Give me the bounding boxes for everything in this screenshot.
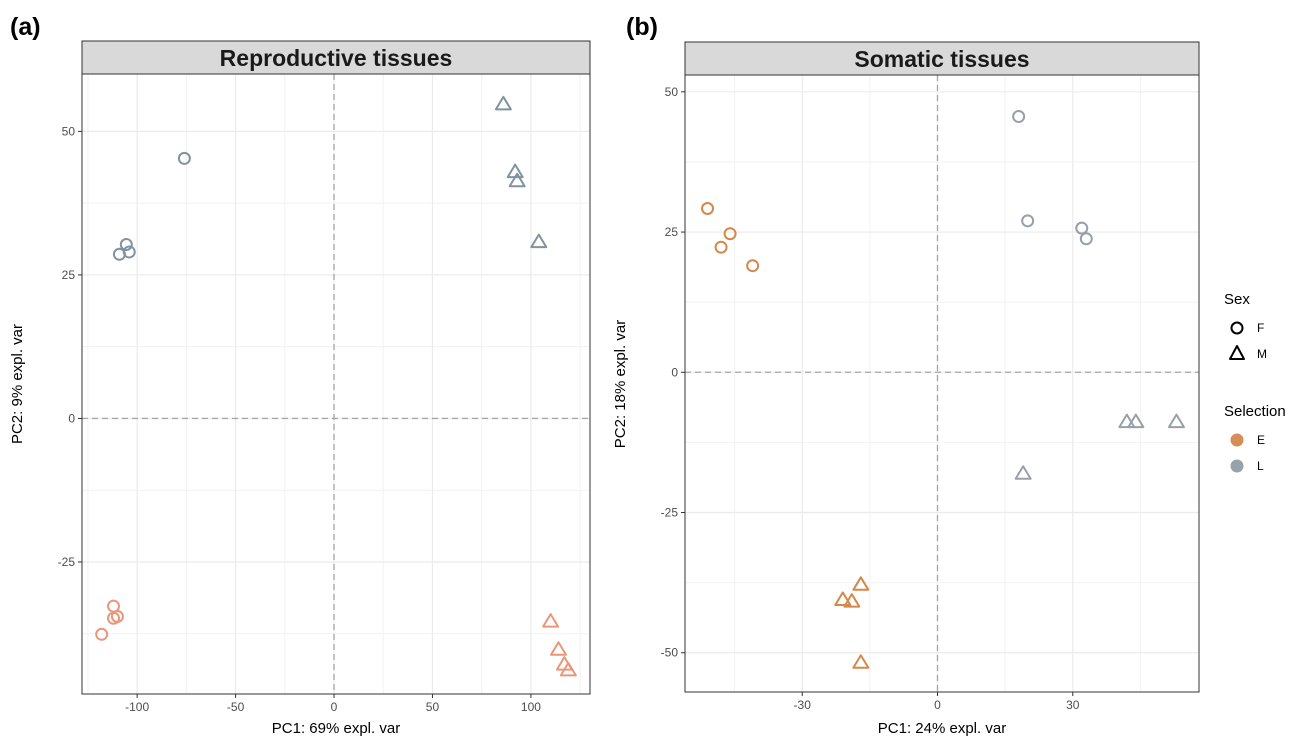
x-axis-title-a: PC1: 69% expl. var bbox=[272, 720, 400, 737]
grid-a bbox=[82, 74, 590, 694]
y-ticks-b: -50 -25 0 25 50 bbox=[661, 85, 685, 660]
panel-reproductive: (a) Reproductive tissues -100 -50 0 50 100 -… bbox=[9, 13, 591, 737]
plot-area-b bbox=[685, 75, 1199, 692]
point-circle bbox=[1012, 110, 1026, 124]
x-tick-label: 0 bbox=[934, 698, 941, 712]
x-tick-label: -50 bbox=[227, 700, 245, 714]
point-circle bbox=[714, 240, 728, 254]
reference-lines-a bbox=[82, 74, 590, 694]
y-tick-label: -50 bbox=[661, 646, 679, 660]
points-a bbox=[95, 95, 577, 677]
point-circle bbox=[112, 247, 126, 261]
x-tick-label: 50 bbox=[426, 700, 440, 714]
legend-swatch-e bbox=[1230, 433, 1244, 447]
x-tick-label: -30 bbox=[794, 698, 812, 712]
x-tick-label: -100 bbox=[125, 700, 149, 714]
strip-a bbox=[81, 40, 591, 75]
y-axis-title-b: PC2: 18% expl. var bbox=[612, 320, 629, 448]
point-circle bbox=[95, 627, 109, 641]
point-circle bbox=[177, 151, 191, 165]
legend-selection-label-e: E bbox=[1257, 433, 1265, 447]
strip-b bbox=[684, 41, 1200, 76]
point-triangle bbox=[508, 172, 526, 188]
point-circle bbox=[701, 201, 715, 215]
legend-triangle-icon bbox=[1229, 345, 1245, 360]
point-triangle bbox=[542, 613, 560, 628]
point-triangle bbox=[834, 591, 852, 606]
panel-tag-a: (a) bbox=[10, 13, 41, 41]
point-triangle bbox=[1127, 413, 1145, 429]
point-circle bbox=[723, 227, 737, 241]
legend-sex-label-m: M bbox=[1257, 347, 1267, 361]
y-tick-label: 25 bbox=[665, 225, 679, 239]
panel-title-a: Reproductive tissues bbox=[220, 45, 453, 71]
point-triangle bbox=[559, 661, 577, 677]
point-triangle bbox=[843, 593, 861, 608]
y-tick-label: 0 bbox=[671, 365, 678, 379]
panel-title-b: Somatic tissues bbox=[854, 46, 1029, 72]
panel-somatic: (b) Somatic tissues -30 0 30 -50 -25 0 25 50 P… bbox=[612, 13, 1200, 737]
legend-sex-title: Sex bbox=[1224, 291, 1250, 308]
panel-tag-b: (b) bbox=[626, 13, 658, 41]
y-tick-label: 50 bbox=[62, 124, 76, 138]
y-ticks-a: -25 0 25 50 bbox=[58, 124, 82, 569]
point-circle bbox=[746, 259, 760, 273]
point-triangle bbox=[494, 95, 512, 111]
legend-selection-title: Selection bbox=[1224, 403, 1286, 420]
point-triangle bbox=[852, 576, 870, 591]
x-axis-title-b: PC1: 24% expl. var bbox=[878, 720, 1006, 737]
x-tick-label: 0 bbox=[331, 700, 338, 714]
legend-swatch-l bbox=[1230, 459, 1244, 473]
point-triangle bbox=[530, 233, 548, 249]
points-b bbox=[701, 110, 1185, 669]
legend-circle-icon bbox=[1230, 321, 1244, 335]
point-circle bbox=[119, 238, 133, 251]
point-triangle bbox=[1014, 465, 1032, 480]
y-tick-label: 25 bbox=[62, 268, 76, 282]
point-triangle bbox=[1118, 413, 1136, 429]
y-tick-label: -25 bbox=[661, 506, 679, 520]
point-triangle bbox=[852, 654, 870, 669]
point-circle bbox=[1021, 214, 1035, 228]
x-ticks-a: -100 -50 0 50 100 bbox=[125, 694, 541, 714]
y-tick-label: 0 bbox=[68, 411, 75, 425]
y-axis-title-a: PC2: 9% expl. var bbox=[9, 324, 26, 444]
point-triangle bbox=[549, 641, 567, 656]
point-circle bbox=[110, 610, 124, 623]
reference-lines-b bbox=[685, 75, 1199, 692]
point-circle bbox=[1075, 221, 1089, 235]
x-tick-label: 100 bbox=[521, 700, 541, 714]
plot-area-a bbox=[82, 74, 590, 694]
y-tick-label: -25 bbox=[58, 555, 76, 569]
point-circle bbox=[1079, 232, 1093, 246]
x-ticks-b: -30 0 30 bbox=[794, 692, 1080, 712]
legend: Sex F M Selection E L bbox=[1224, 291, 1286, 473]
legend-sex-label-f: F bbox=[1257, 321, 1264, 335]
legend-selection-label-l: L bbox=[1257, 459, 1264, 473]
plot-border-b bbox=[684, 74, 1200, 693]
x-tick-label: 30 bbox=[1066, 698, 1080, 712]
point-triangle bbox=[1167, 413, 1185, 429]
y-tick-label: 50 bbox=[665, 85, 679, 99]
plot-border-a bbox=[81, 73, 591, 695]
